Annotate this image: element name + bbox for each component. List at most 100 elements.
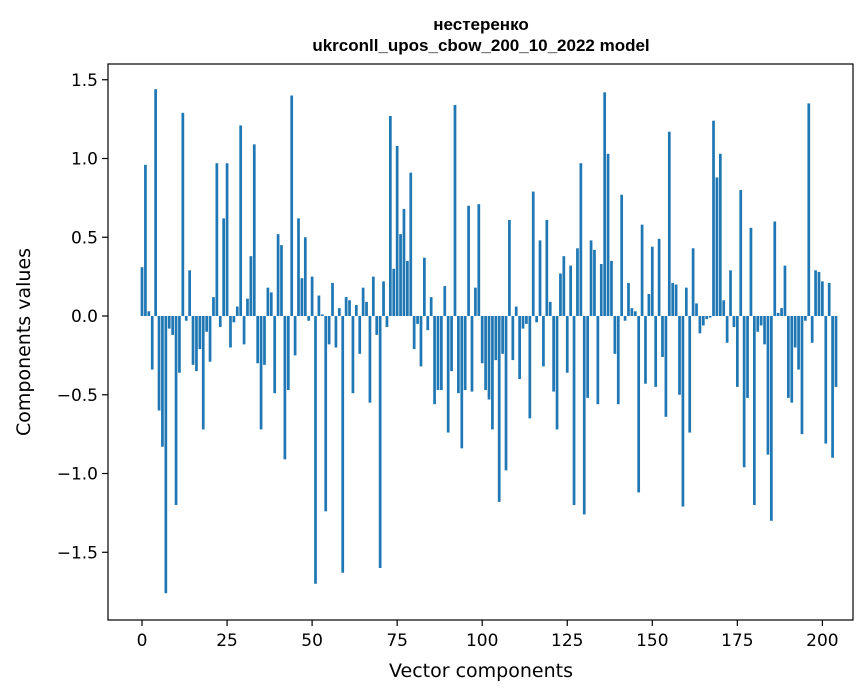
- bar-2: [147, 311, 151, 317]
- bar-177: [742, 316, 746, 468]
- bar-180: [752, 316, 756, 506]
- bar-64: [358, 316, 362, 354]
- bar-187: [776, 312, 780, 317]
- bar-73: [388, 115, 392, 317]
- bar-172: [725, 316, 729, 343]
- bar-80: [412, 316, 416, 350]
- bar-62: [351, 316, 355, 394]
- bar-153: [661, 316, 664, 357]
- bar-4: [154, 89, 157, 317]
- bar-167: [708, 316, 712, 318]
- bar-138: [610, 260, 613, 317]
- bar-44: [290, 95, 294, 317]
- bar-145: [633, 311, 637, 317]
- bar-37: [266, 287, 270, 317]
- bar-136: [603, 92, 607, 317]
- bar-87: [436, 316, 440, 391]
- bar-114: [528, 316, 532, 419]
- bar-196: [807, 103, 811, 317]
- bar-164: [698, 316, 702, 334]
- bar-28: [235, 306, 239, 317]
- bar-39: [273, 316, 277, 394]
- bar-194: [800, 316, 804, 435]
- bar-111: [518, 316, 521, 380]
- bar-25: [225, 163, 229, 317]
- bar-70: [378, 316, 382, 569]
- bar-191: [790, 316, 794, 403]
- bar-48: [303, 237, 307, 317]
- x-tick-label-7: 175: [721, 631, 753, 651]
- bar-125: [565, 316, 569, 373]
- bar-204: [834, 316, 838, 387]
- bar-3: [150, 316, 154, 370]
- bar-137: [606, 153, 610, 317]
- bar-159: [681, 316, 685, 507]
- bar-54: [324, 316, 328, 512]
- bar-118: [542, 316, 545, 367]
- bar-91: [450, 316, 453, 372]
- bar-144: [630, 308, 634, 317]
- bar-166: [705, 316, 709, 320]
- bar-150: [650, 246, 654, 317]
- bar-52: [317, 295, 321, 317]
- bar-38: [269, 292, 273, 317]
- bar-16: [195, 316, 198, 372]
- plot-area-frame: [107, 63, 854, 621]
- bar-22: [215, 163, 219, 317]
- bar-6: [161, 316, 164, 447]
- bar-66: [365, 301, 368, 317]
- bar-32: [249, 256, 253, 317]
- bar-81: [416, 316, 419, 324]
- bar-71: [382, 281, 385, 317]
- bar-18: [201, 316, 205, 430]
- y-tick-label-3: 0.0: [71, 307, 98, 327]
- bar-203: [831, 316, 834, 458]
- bar-157: [674, 284, 678, 317]
- bar-100: [480, 316, 484, 364]
- bar-112: [521, 316, 525, 329]
- bar-143: [627, 282, 630, 317]
- x-axis-ticks: 0 25 50 75 100 125 150 175 200: [137, 620, 839, 651]
- bar-79: [409, 172, 413, 317]
- x-tick-label-4: 100: [466, 631, 498, 651]
- bar-65: [361, 287, 365, 317]
- bar-95: [463, 316, 467, 391]
- bar-93: [457, 316, 460, 394]
- bar-158: [678, 316, 681, 395]
- bar-135: [599, 264, 603, 317]
- bar-36: [263, 316, 266, 365]
- bar-186: [773, 221, 777, 317]
- y-axis-ticks: 1.5 1.0 0.5 0.0 −0.5 −1.0 −1.5: [57, 71, 108, 563]
- bar-185: [770, 316, 773, 521]
- bar-168: [712, 120, 715, 317]
- bar-58: [337, 308, 341, 317]
- bar-169: [715, 177, 719, 317]
- bar-12: [181, 112, 185, 317]
- y-tick-label-5: −1.0: [57, 465, 98, 485]
- bar-76: [399, 234, 402, 317]
- x-tick-label-1: 25: [216, 631, 238, 651]
- bar-35: [259, 316, 263, 430]
- bar-69: [375, 316, 379, 335]
- bar-128: [576, 248, 579, 317]
- bar-146: [637, 316, 641, 493]
- bar-98: [474, 287, 477, 317]
- bar-77: [402, 208, 406, 317]
- bar-165: [701, 316, 705, 326]
- bar-195: [804, 316, 807, 321]
- bar-10: [174, 316, 178, 506]
- bar-190: [787, 316, 790, 398]
- bar-121: [552, 316, 555, 392]
- bar-113: [525, 316, 528, 324]
- bar-182: [759, 316, 763, 326]
- bar-130: [582, 316, 586, 515]
- bar-101: [484, 316, 487, 391]
- bar-11: [178, 316, 181, 373]
- chart-title: нестеренко: [433, 15, 529, 34]
- bar-106: [501, 316, 504, 354]
- bar-188: [780, 308, 783, 317]
- bar-56: [331, 282, 334, 317]
- bar-162: [691, 248, 695, 317]
- bar-67: [368, 316, 372, 403]
